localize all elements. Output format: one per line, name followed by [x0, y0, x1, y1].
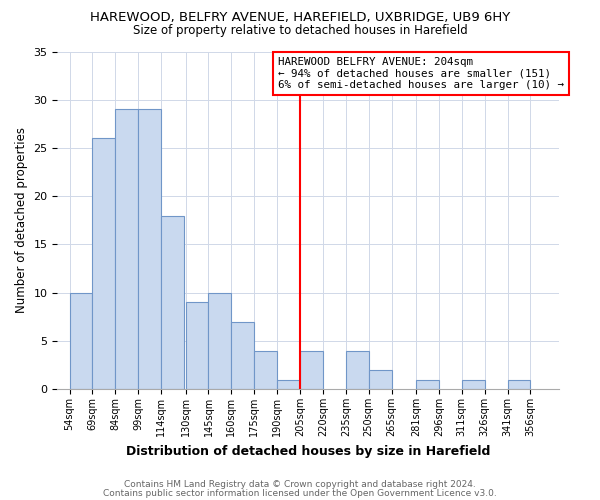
Bar — [462, 380, 485, 389]
Bar — [346, 350, 368, 389]
Text: Size of property relative to detached houses in Harefield: Size of property relative to detached ho… — [133, 24, 467, 37]
Bar — [277, 380, 300, 389]
Text: Contains public sector information licensed under the Open Government Licence v3: Contains public sector information licen… — [103, 488, 497, 498]
X-axis label: Distribution of detached houses by size in Harefield: Distribution of detached houses by size … — [126, 444, 491, 458]
Bar — [508, 380, 530, 389]
Bar — [138, 110, 161, 389]
Bar — [232, 322, 254, 389]
Bar — [208, 292, 232, 389]
Y-axis label: Number of detached properties: Number of detached properties — [15, 128, 28, 314]
Bar — [161, 216, 184, 389]
Bar — [300, 350, 323, 389]
Bar — [416, 380, 439, 389]
Bar — [368, 370, 392, 389]
Text: HAREWOOD BELFRY AVENUE: 204sqm
← 94% of detached houses are smaller (151)
6% of : HAREWOOD BELFRY AVENUE: 204sqm ← 94% of … — [278, 56, 564, 90]
Bar — [70, 292, 92, 389]
Text: Contains HM Land Registry data © Crown copyright and database right 2024.: Contains HM Land Registry data © Crown c… — [124, 480, 476, 489]
Bar — [254, 350, 277, 389]
Bar — [115, 110, 138, 389]
Bar — [185, 302, 208, 389]
Bar — [92, 138, 115, 389]
Text: HAREWOOD, BELFRY AVENUE, HAREFIELD, UXBRIDGE, UB9 6HY: HAREWOOD, BELFRY AVENUE, HAREFIELD, UXBR… — [90, 11, 510, 24]
